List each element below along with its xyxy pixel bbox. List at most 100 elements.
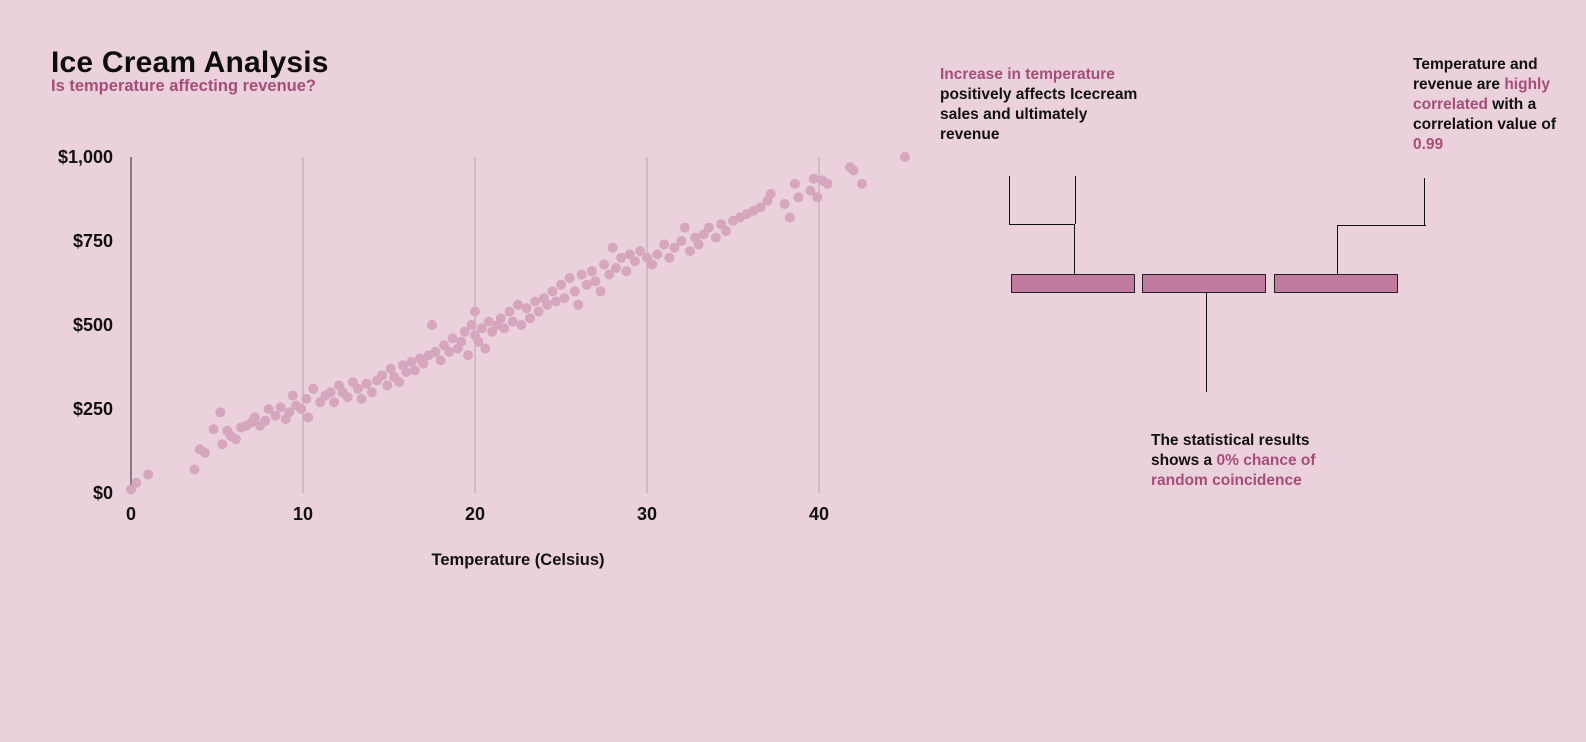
scatter-point xyxy=(361,378,372,389)
scatter-point xyxy=(329,397,339,408)
scatter-point xyxy=(353,383,363,394)
scatter-point xyxy=(765,189,776,199)
connector-left-drop xyxy=(1009,176,1010,224)
scatter-point xyxy=(679,222,690,233)
scatter-point xyxy=(808,173,819,184)
annotation-text: positively affects Icecream sales and ul… xyxy=(940,86,1138,143)
scatter-point xyxy=(611,262,621,273)
scatter-point xyxy=(521,303,532,314)
scatter-point xyxy=(260,415,271,426)
scatter-point xyxy=(308,383,319,394)
scatter-point xyxy=(604,269,615,280)
scatter-point xyxy=(669,242,680,253)
annotation-highlight: Increase in temperature xyxy=(940,66,1115,83)
annotation-text: Temperature and revenue are xyxy=(1413,56,1538,93)
annotation-box-3 xyxy=(1274,274,1398,293)
x-tick-label: 20 xyxy=(465,504,485,524)
scatter-point xyxy=(789,178,800,189)
annotation-temperature-increase: Increase in temperature positively affec… xyxy=(940,65,1150,145)
scatter-point xyxy=(473,336,484,347)
scatter-point xyxy=(495,313,506,324)
annotation-statistics: The statistical results shows a 0% chanc… xyxy=(1151,431,1331,491)
y-tick-label: $0 xyxy=(93,483,113,503)
scatter-point xyxy=(189,464,200,475)
scatter-point xyxy=(483,316,494,327)
scatter-point xyxy=(385,363,396,374)
scatter-point xyxy=(556,279,566,290)
scatter-point xyxy=(418,358,429,369)
x-tick-label: 30 xyxy=(637,504,657,524)
scatter-point xyxy=(270,410,281,421)
scatter-point xyxy=(513,299,523,310)
scatter-point xyxy=(533,306,544,317)
scatter-point xyxy=(635,246,646,257)
scatter-point xyxy=(710,232,721,243)
annotation-text: with a correlation value of xyxy=(1413,96,1556,133)
scatter-point xyxy=(356,393,367,404)
scatter-point xyxy=(263,404,274,414)
scatter-point xyxy=(530,296,541,307)
scatter-point xyxy=(504,306,515,317)
connector-middle-drop xyxy=(1206,292,1207,392)
scatter-point xyxy=(542,299,553,310)
scatter-point xyxy=(822,178,833,189)
scatter-point xyxy=(296,404,307,414)
scatter-point xyxy=(275,402,286,413)
scatter-point xyxy=(590,276,601,287)
scatter-point xyxy=(900,152,910,162)
scatter-point xyxy=(382,380,393,391)
scatter-point xyxy=(647,259,658,270)
scatter-point xyxy=(470,306,480,317)
scatter-point xyxy=(303,412,314,423)
scatter-point xyxy=(630,256,640,267)
scatter-point xyxy=(466,320,477,330)
scatter-point xyxy=(550,296,561,307)
scatter-point xyxy=(793,192,804,203)
scatter-point xyxy=(463,350,474,361)
scatter-point xyxy=(685,246,695,257)
x-axis-label: Temperature (Celsius) xyxy=(432,551,605,569)
scatter-point xyxy=(200,447,210,458)
scatter-point xyxy=(599,259,609,270)
scatter-point xyxy=(287,390,298,401)
scatter-point xyxy=(131,477,142,488)
scatter-point xyxy=(587,266,597,277)
scatter-point xyxy=(576,269,587,280)
scatter-point xyxy=(409,365,420,376)
scatter-point xyxy=(784,212,795,223)
scatter-point xyxy=(394,377,405,388)
scatter-point xyxy=(581,279,592,290)
scatter-point xyxy=(444,346,455,357)
scatter-point xyxy=(480,343,491,354)
scatter-point xyxy=(499,323,510,334)
scatter-point xyxy=(703,222,714,233)
y-tick-label: $500 xyxy=(73,315,113,335)
scatter-point xyxy=(208,424,219,435)
scatter-point xyxy=(217,439,228,450)
annotation-box-1 xyxy=(1011,274,1135,293)
scatter-point xyxy=(779,199,790,209)
scatter-point xyxy=(547,286,558,297)
scatter-point xyxy=(342,392,353,403)
scatter-point xyxy=(569,286,580,297)
scatter-point xyxy=(693,239,704,250)
scatter-point xyxy=(595,286,606,297)
scatter-point xyxy=(377,370,388,381)
scatter-point xyxy=(215,407,226,418)
scatter-point xyxy=(143,469,154,480)
scatter-point xyxy=(755,202,766,213)
scatter-point xyxy=(573,299,584,310)
scatter-point xyxy=(406,357,417,367)
scatter-point xyxy=(805,185,816,196)
y-tick-label: $250 xyxy=(73,399,113,419)
chart-subtitle: Is temperature affecting revenue? xyxy=(51,77,316,95)
scatter-point xyxy=(325,387,336,398)
y-tick-label: $750 xyxy=(73,231,113,251)
connector-left-elbow xyxy=(1009,224,1075,275)
annotation-highlight: 0.99 xyxy=(1413,136,1444,153)
annotation-correlation: Temperature and revenue are highly corre… xyxy=(1413,55,1583,155)
scatter-point xyxy=(659,239,670,250)
scatter-point xyxy=(621,266,632,277)
scatter-point xyxy=(624,249,635,260)
scatter-point xyxy=(249,412,260,423)
